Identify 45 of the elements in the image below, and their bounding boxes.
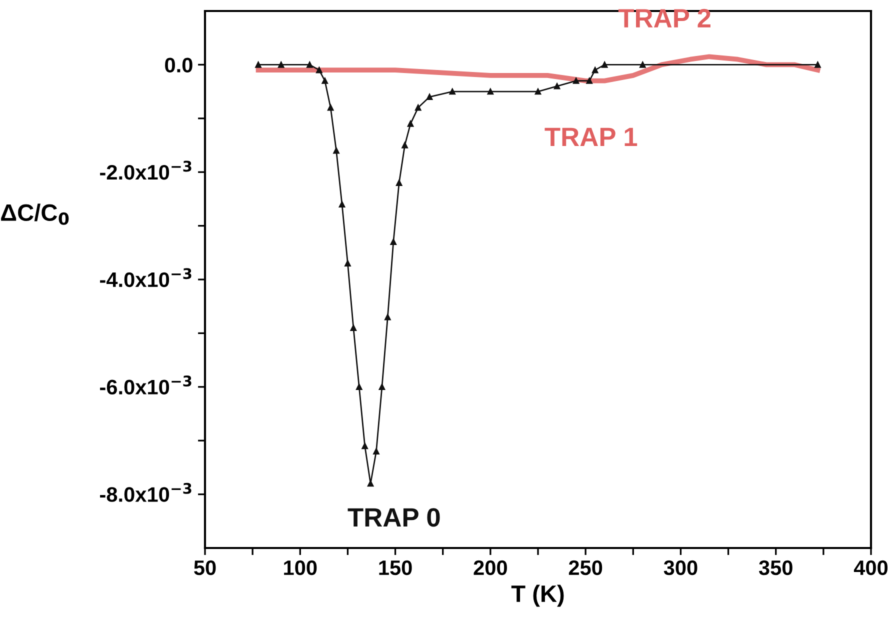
point [278, 62, 284, 68]
x-tick-label: 200 [474, 560, 507, 576]
x-tick-label: 350 [758, 560, 792, 576]
point [572, 78, 580, 84]
annotation: TRAP 0 [348, 508, 440, 527]
point [396, 180, 402, 186]
point [327, 104, 334, 111]
y-tick-label: -8.0x10$^{−3}$ [100, 482, 192, 502]
x-tick-label: 400 [854, 560, 888, 576]
x-tick-label: 250 [568, 560, 602, 576]
point [350, 324, 357, 331]
point [384, 314, 391, 320]
point [426, 94, 433, 100]
x-axis-title: T (K) [511, 584, 564, 607]
point [586, 78, 593, 84]
point [592, 66, 598, 74]
point [407, 120, 414, 127]
point [601, 62, 608, 68]
point [316, 66, 322, 74]
point [487, 88, 494, 95]
x-tick-label: 100 [284, 560, 317, 576]
point [322, 78, 328, 84]
point [449, 88, 456, 95]
point [344, 260, 351, 267]
x-tick-label: 150 [379, 560, 412, 576]
point [378, 384, 386, 390]
point [338, 201, 346, 208]
y-axis-title: ΔC/C$_{0}$ [1, 204, 69, 225]
point [534, 88, 542, 95]
line-series [256, 54, 820, 84]
x-tick-label: 300 [664, 560, 698, 576]
annotation: TRAP 2 [618, 8, 710, 28]
point [414, 104, 422, 111]
point [554, 83, 560, 90]
y-tick-label: 0.0 [165, 58, 192, 72]
annotation: TRAP 1 [544, 128, 638, 146]
point [373, 448, 380, 454]
point [362, 442, 368, 450]
x-tick-label: 50 [194, 560, 216, 576]
y-tick-label: -2.0x10$^{−3}$ [100, 160, 192, 180]
point [356, 384, 362, 390]
y-tick-label: -4.0x10$^{−3}$ [100, 268, 192, 288]
point [333, 147, 340, 154]
point [390, 238, 397, 246]
y-tick-label: -6.0x10$^{−3}$ [100, 375, 192, 394]
